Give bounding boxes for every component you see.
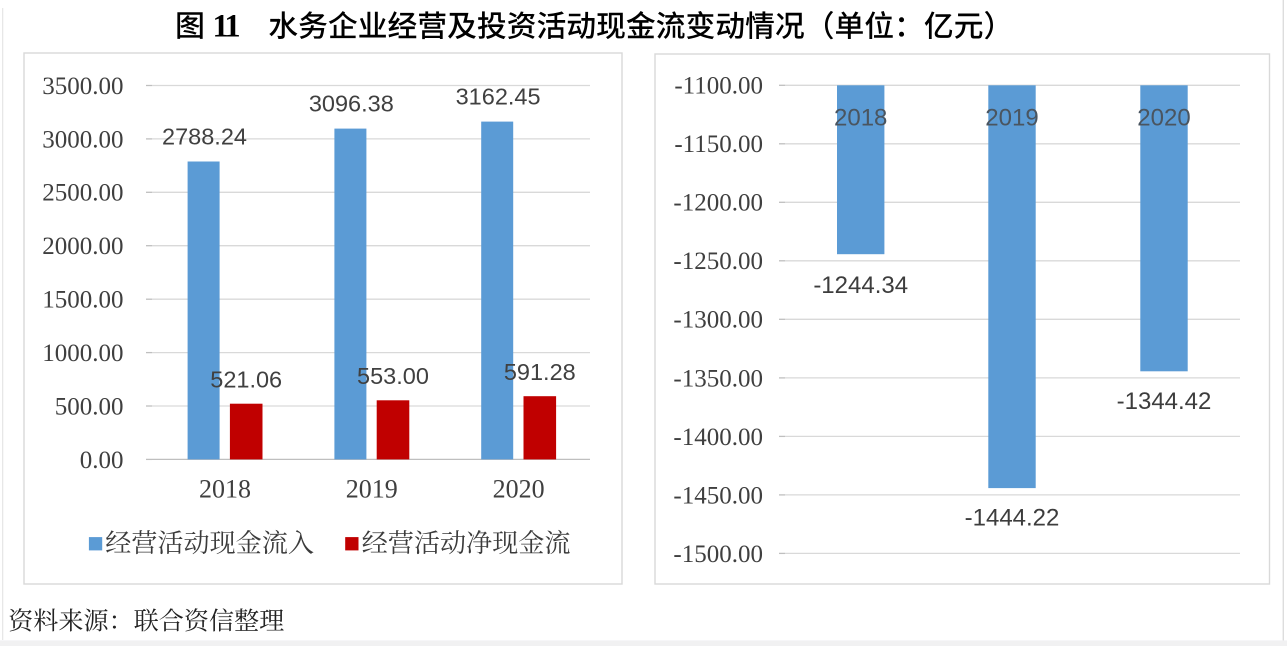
svg-text:-1344.42: -1344.42: [1117, 388, 1212, 415]
svg-text:11: 11: [213, 8, 240, 44]
svg-text:1000.00: 1000.00: [42, 340, 123, 367]
svg-text:2500.00: 2500.00: [42, 180, 123, 207]
svg-text:-1150.00: -1150.00: [674, 131, 763, 158]
svg-text:-1300.00: -1300.00: [673, 307, 763, 334]
svg-text:2020: 2020: [1137, 104, 1190, 131]
svg-text:2000.00: 2000.00: [42, 233, 123, 260]
svg-text:-1200.00: -1200.00: [673, 190, 763, 217]
svg-text:2788.24: 2788.24: [162, 124, 247, 150]
svg-text:-1244.34: -1244.34: [813, 272, 908, 299]
svg-text:2018: 2018: [834, 104, 887, 131]
svg-text:3500.00: 3500.00: [42, 73, 123, 100]
svg-text:591.28: 591.28: [504, 359, 576, 385]
svg-text:-1444.22: -1444.22: [965, 504, 1060, 531]
svg-text:-1450.00: -1450.00: [673, 482, 763, 509]
svg-text:3000.00: 3000.00: [42, 126, 123, 153]
svg-text:0.00: 0.00: [80, 447, 124, 474]
svg-text:2018: 2018: [199, 475, 251, 504]
svg-text:1500.00: 1500.00: [42, 287, 123, 314]
svg-text:521.06: 521.06: [210, 366, 282, 392]
svg-text:3162.45: 3162.45: [456, 84, 541, 110]
svg-text:2020: 2020: [493, 475, 545, 504]
svg-text:3096.38: 3096.38: [309, 91, 394, 117]
svg-text:2019: 2019: [985, 104, 1038, 131]
svg-text:500.00: 500.00: [55, 393, 124, 420]
svg-text:-1500.00: -1500.00: [673, 541, 763, 568]
svg-text:-1400.00: -1400.00: [673, 424, 763, 451]
svg-text:-1350.00: -1350.00: [673, 365, 763, 392]
svg-text:-1250.00: -1250.00: [673, 248, 763, 275]
svg-text:2019: 2019: [346, 475, 398, 504]
svg-text:-1100.00: -1100.00: [674, 73, 763, 100]
svg-text:553.00: 553.00: [357, 363, 429, 389]
